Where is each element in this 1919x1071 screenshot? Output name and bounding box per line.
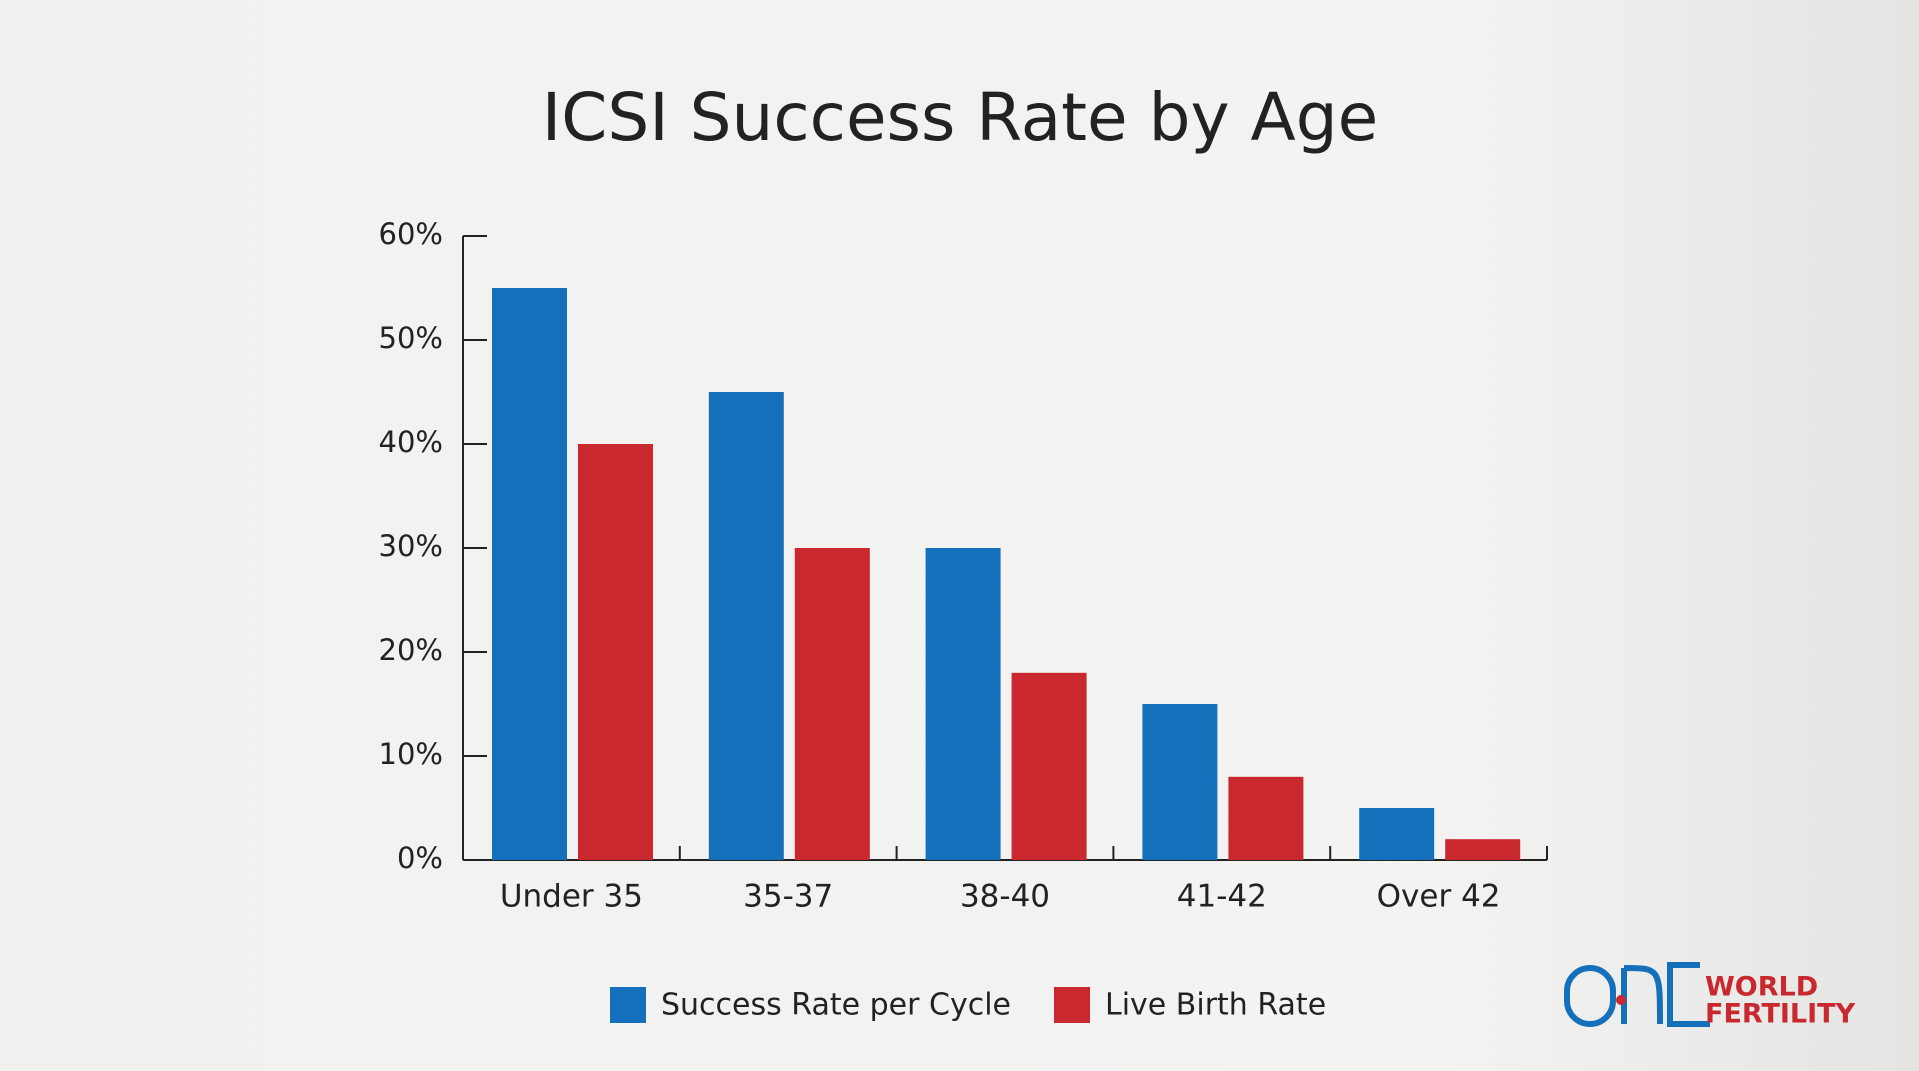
x-tick-label: Under 35: [500, 879, 643, 915]
bar: [1011, 672, 1087, 860]
bar: [578, 444, 653, 860]
y-tick-label: 60%: [379, 217, 443, 251]
bar: [1359, 808, 1435, 860]
y-tick-label: 0%: [397, 841, 443, 875]
bar: [492, 288, 567, 860]
logo-dot: [1616, 995, 1626, 1005]
logo: WORLD FERTILITY: [1564, 962, 1856, 1030]
chart-title: ICSI Success Rate by Age: [542, 79, 1378, 156]
bar: [1142, 704, 1218, 860]
legend-swatch: [1054, 987, 1090, 1023]
logo-o: [1564, 965, 1616, 1027]
bar: [708, 392, 784, 860]
legend-label: Success Rate per Cycle: [661, 988, 1011, 1023]
legend-swatch: [610, 987, 646, 1023]
bar: [1445, 839, 1521, 860]
logo-text: WORLD: [1705, 972, 1818, 1003]
logo-n: [1621, 965, 1663, 1025]
y-tick-label: 10%: [379, 737, 443, 771]
x-tick-label: 41-42: [1177, 879, 1267, 915]
logo-e: [1667, 962, 1710, 1027]
y-tick-label: 40%: [379, 425, 443, 459]
legend-label: Live Birth Rate: [1105, 988, 1326, 1023]
bar: [794, 548, 870, 860]
bar: [925, 548, 1001, 860]
bar: [1228, 776, 1304, 860]
x-tick-label: 35-37: [743, 879, 833, 915]
y-tick-label: 50%: [379, 321, 443, 355]
y-tick-label: 20%: [379, 633, 443, 667]
logo-text: FERTILITY: [1705, 999, 1856, 1030]
x-tick-label: Over 42: [1377, 879, 1501, 915]
y-tick-label: 30%: [379, 529, 443, 563]
x-tick-label: 38-40: [960, 879, 1050, 915]
